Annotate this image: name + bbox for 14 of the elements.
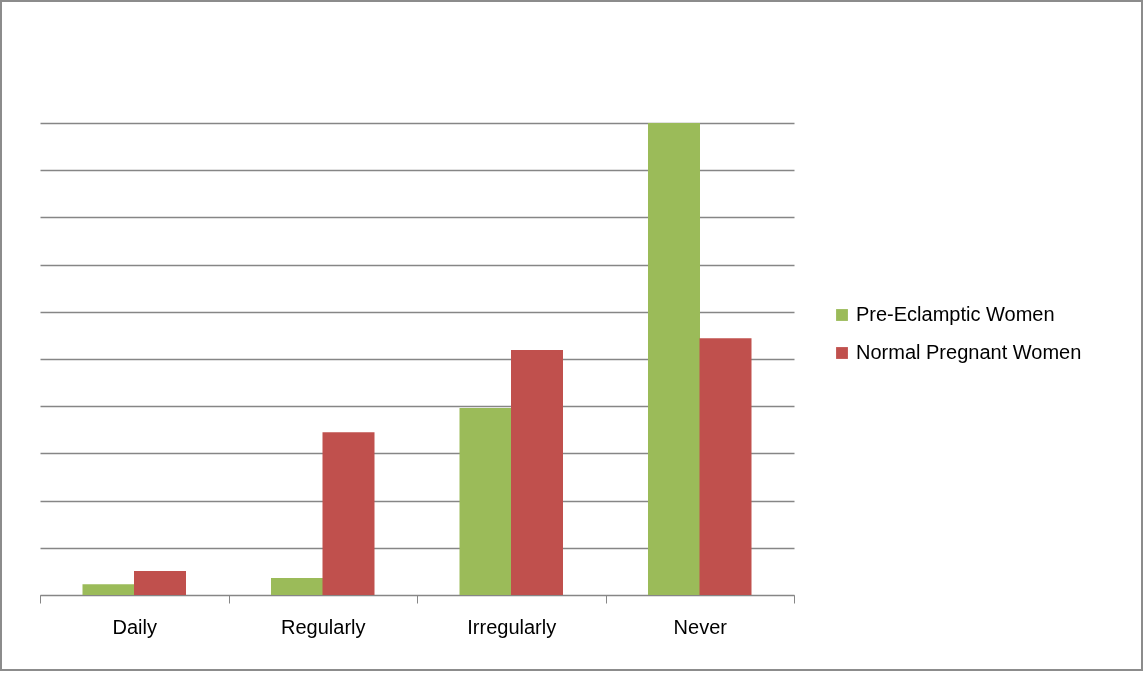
legend-label: Pre-Eclamptic Women [856, 303, 1055, 325]
bar [134, 570, 186, 595]
bar [511, 350, 563, 595]
x-tick-label: Never [673, 615, 728, 638]
bar [82, 584, 135, 595]
x-tick-label: Regularly [281, 615, 366, 638]
bar [648, 123, 700, 595]
bar [322, 432, 375, 595]
bar [699, 338, 752, 595]
bar [459, 408, 512, 595]
bar [271, 578, 323, 595]
x-tick-label: Irregularly [467, 615, 557, 638]
legend-label: Normal Pregnant Women [856, 341, 1082, 363]
x-tick-label: Daily [112, 615, 157, 638]
